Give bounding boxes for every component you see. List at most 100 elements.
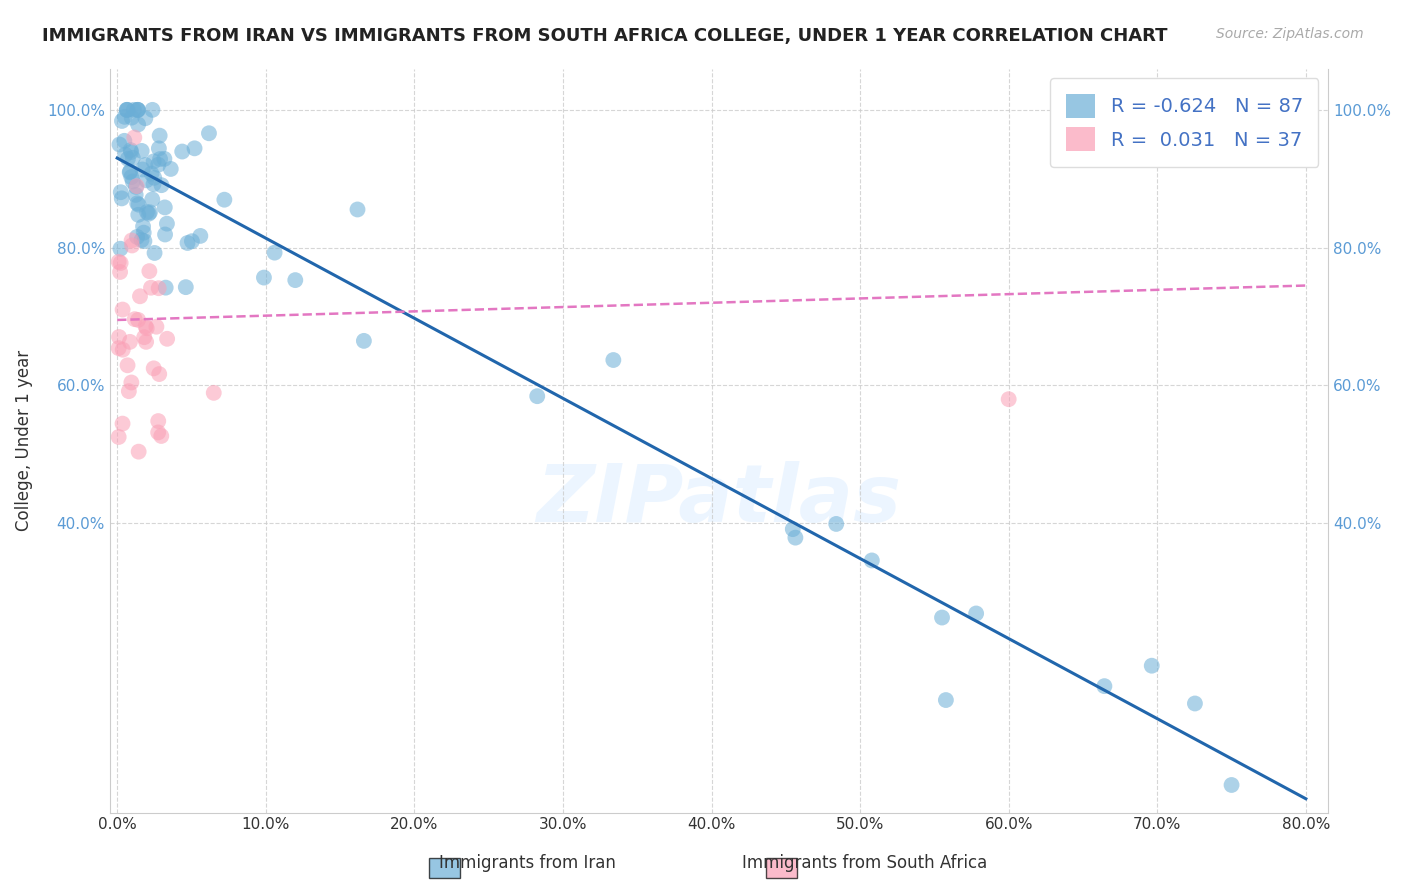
Point xyxy=(117,152,139,166)
Point xyxy=(131,144,153,158)
Point xyxy=(127,208,149,222)
Point xyxy=(110,242,132,256)
Point xyxy=(148,281,170,295)
Point xyxy=(120,145,142,159)
Point xyxy=(129,289,152,303)
Point xyxy=(153,152,176,166)
Point xyxy=(127,103,149,117)
Point xyxy=(117,103,139,117)
Point xyxy=(141,103,163,117)
Point xyxy=(138,207,160,221)
Point xyxy=(112,134,135,148)
Point xyxy=(131,162,153,177)
Point xyxy=(174,280,197,294)
Point xyxy=(214,193,236,207)
Point xyxy=(172,145,194,159)
Y-axis label: College, Under 1 year: College, Under 1 year xyxy=(15,350,32,531)
Point xyxy=(128,197,150,211)
Point xyxy=(120,143,142,157)
Point xyxy=(107,254,129,268)
Point xyxy=(346,202,368,217)
Point xyxy=(107,430,129,444)
Point xyxy=(188,228,211,243)
Point xyxy=(1220,778,1243,792)
Point xyxy=(127,313,149,327)
Point xyxy=(125,230,148,244)
Point xyxy=(120,170,142,185)
Point xyxy=(135,173,157,187)
Point xyxy=(118,384,141,399)
Point xyxy=(997,392,1019,407)
Point xyxy=(115,103,138,117)
Point xyxy=(134,234,156,248)
Point xyxy=(156,332,179,346)
Point xyxy=(115,103,138,117)
Point xyxy=(108,265,131,279)
Point xyxy=(1140,658,1163,673)
Point xyxy=(136,205,159,219)
Point xyxy=(121,174,143,188)
Point xyxy=(148,141,170,155)
Point xyxy=(263,245,285,260)
Point xyxy=(120,376,142,390)
Text: IMMIGRANTS FROM IRAN VS IMMIGRANTS FROM SOUTH AFRICA COLLEGE, UNDER 1 YEAR CORRE: IMMIGRANTS FROM IRAN VS IMMIGRANTS FROM … xyxy=(42,27,1167,45)
Point xyxy=(108,330,131,344)
Point xyxy=(159,161,181,176)
Point xyxy=(124,187,146,202)
Point xyxy=(110,185,132,199)
Point xyxy=(143,246,166,260)
Point xyxy=(128,444,150,458)
Point xyxy=(142,361,165,376)
Point xyxy=(176,235,198,250)
Point xyxy=(785,531,807,545)
Point xyxy=(124,130,146,145)
Point xyxy=(134,330,156,344)
Point xyxy=(602,353,624,368)
Point xyxy=(118,165,141,179)
Point xyxy=(1184,697,1206,711)
Point xyxy=(931,610,953,624)
Point xyxy=(141,193,163,207)
Point xyxy=(121,238,143,252)
Point xyxy=(153,201,176,215)
Point xyxy=(202,385,225,400)
Point xyxy=(526,389,548,403)
Point xyxy=(156,217,179,231)
Point xyxy=(142,177,165,191)
Point xyxy=(134,319,156,334)
Legend: R = -0.624   N = 87, R =  0.031   N = 37: R = -0.624 N = 87, R = 0.031 N = 37 xyxy=(1050,78,1319,167)
Point xyxy=(118,334,141,349)
Point xyxy=(114,147,136,161)
Point xyxy=(198,126,221,140)
Point xyxy=(132,219,155,234)
Point xyxy=(860,553,883,567)
Point xyxy=(253,270,276,285)
Point xyxy=(114,110,136,124)
Point xyxy=(150,178,173,193)
Point xyxy=(131,233,153,247)
Point xyxy=(153,227,176,242)
Point xyxy=(965,607,987,621)
Point xyxy=(935,693,957,707)
Point xyxy=(120,164,142,178)
Point xyxy=(111,191,134,205)
Point xyxy=(121,234,143,248)
Point xyxy=(127,103,149,117)
Point xyxy=(111,343,134,357)
Point xyxy=(107,341,129,355)
Point xyxy=(150,429,173,443)
Point xyxy=(149,128,172,143)
Point xyxy=(139,281,162,295)
Text: ZIPatlas: ZIPatlas xyxy=(537,461,901,539)
Text: Immigrants from South Africa: Immigrants from South Africa xyxy=(742,855,987,872)
Point xyxy=(181,234,204,248)
Point xyxy=(145,319,167,334)
Point xyxy=(125,180,148,194)
Point xyxy=(127,118,149,132)
Point xyxy=(149,152,172,166)
Point xyxy=(183,141,205,155)
Point xyxy=(135,334,157,349)
Point xyxy=(146,425,169,440)
Point xyxy=(127,196,149,211)
Point xyxy=(148,158,170,172)
